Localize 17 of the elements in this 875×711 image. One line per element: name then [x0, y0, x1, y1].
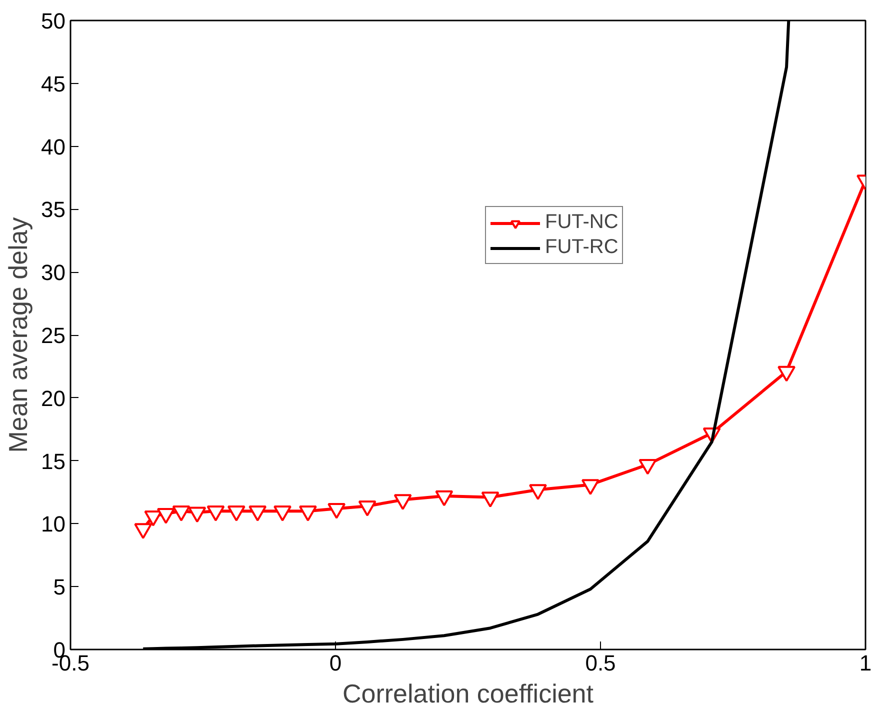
y-tick-label: 30	[41, 260, 66, 286]
y-tick-label: 20	[41, 386, 66, 411]
y-tick-label: 10	[41, 512, 66, 537]
legend-label: FUT-NC	[545, 211, 618, 234]
y-tick-label: 15	[41, 448, 66, 474]
y-tick-label: 35	[41, 197, 66, 222]
y-tick-label: 40	[41, 134, 66, 160]
y-axis-title: Mean average delay	[3, 217, 34, 453]
y-tick-label: 5	[53, 574, 66, 600]
x-tick-label: 0	[329, 650, 342, 676]
x-axis-title: Correlation coefficient	[342, 678, 594, 708]
legend-label: FUT-RC	[545, 236, 618, 259]
y-tick-label: 50	[41, 8, 66, 34]
y-tick-label: 25	[41, 323, 66, 348]
y-tick-label: 45	[41, 71, 66, 96]
x-tick-label: 0.5	[585, 650, 616, 676]
x-tick-label: 1	[859, 650, 872, 676]
